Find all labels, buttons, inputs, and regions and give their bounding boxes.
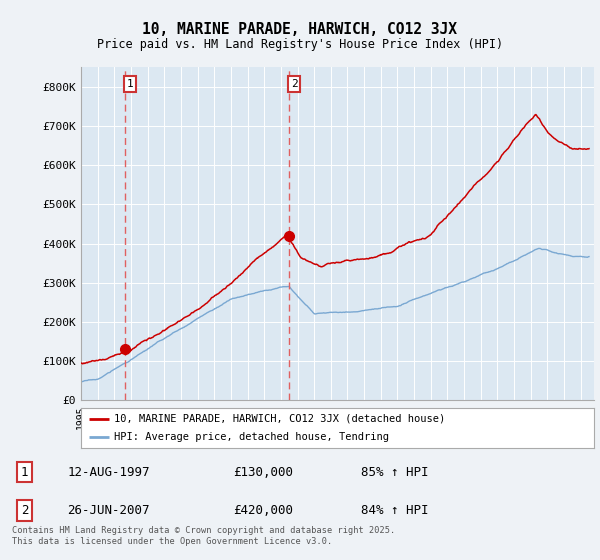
Text: 1: 1 — [127, 79, 133, 89]
Text: £130,000: £130,000 — [233, 465, 293, 478]
Text: 2: 2 — [290, 79, 298, 89]
Text: Price paid vs. HM Land Registry's House Price Index (HPI): Price paid vs. HM Land Registry's House … — [97, 38, 503, 51]
Text: 10, MARINE PARADE, HARWICH, CO12 3JX (detached house): 10, MARINE PARADE, HARWICH, CO12 3JX (de… — [115, 414, 446, 424]
Text: HPI: Average price, detached house, Tendring: HPI: Average price, detached house, Tend… — [115, 432, 389, 442]
Text: 1: 1 — [21, 465, 28, 478]
Text: 10, MARINE PARADE, HARWICH, CO12 3JX: 10, MARINE PARADE, HARWICH, CO12 3JX — [143, 22, 458, 38]
Text: 84% ↑ HPI: 84% ↑ HPI — [361, 504, 428, 517]
Text: Contains HM Land Registry data © Crown copyright and database right 2025.
This d: Contains HM Land Registry data © Crown c… — [12, 526, 395, 546]
Text: 85% ↑ HPI: 85% ↑ HPI — [361, 465, 428, 478]
Text: 26-JUN-2007: 26-JUN-2007 — [67, 504, 150, 517]
Text: 2: 2 — [21, 504, 28, 517]
Text: 12-AUG-1997: 12-AUG-1997 — [67, 465, 150, 478]
Text: £420,000: £420,000 — [233, 504, 293, 517]
